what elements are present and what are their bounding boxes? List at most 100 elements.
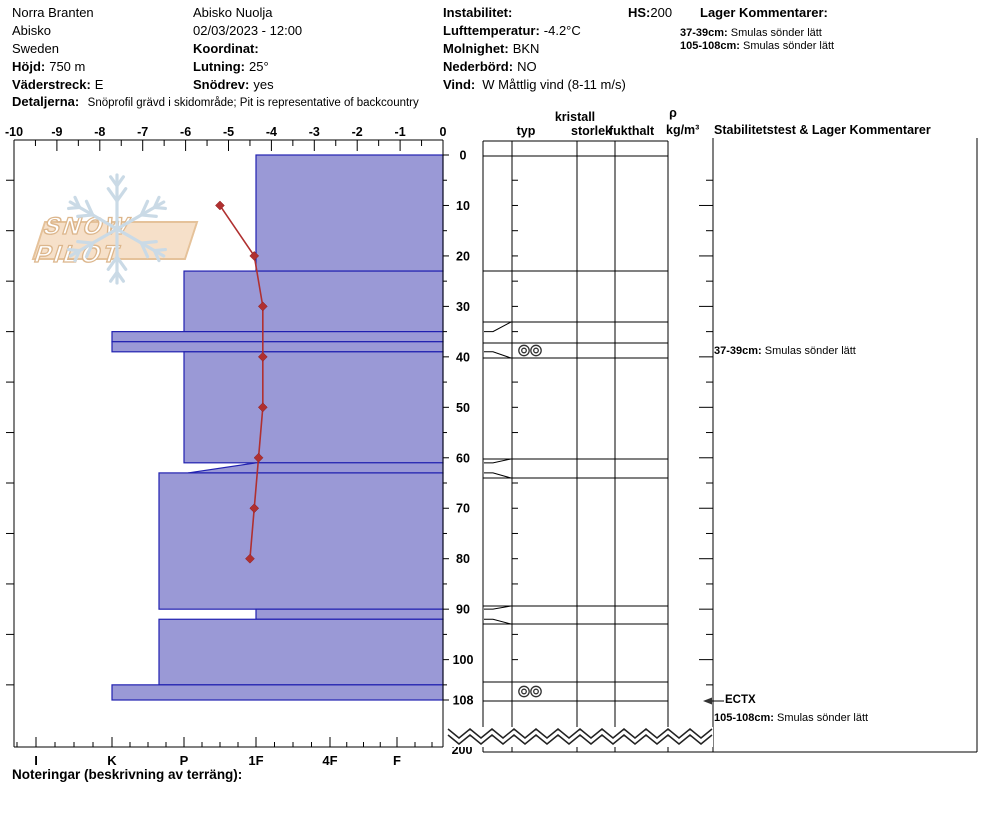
notes-label: Noteringar (beskrivning av terräng): bbox=[12, 767, 243, 782]
chart-layer-comment-2: 105-108cm: Smulas sönder lätt bbox=[714, 711, 868, 726]
snowflake-icon bbox=[152, 195, 161, 209]
hardness-tick-label: 1F bbox=[248, 753, 263, 768]
snowflake-icon bbox=[115, 270, 125, 283]
snowflake-icon bbox=[152, 247, 167, 253]
hardness-tick-label: 4F bbox=[322, 753, 337, 768]
snow-height-label: HS: bbox=[628, 5, 651, 20]
slope-value: 25° bbox=[248, 59, 269, 74]
temperature-point bbox=[257, 351, 268, 362]
snowflake-icon bbox=[84, 241, 95, 259]
hardness-tick-label: P bbox=[180, 753, 189, 768]
temperature-point bbox=[257, 402, 268, 413]
col-header-crystal: kristall bbox=[554, 110, 596, 124]
aspect-label: Väderstreck: bbox=[12, 77, 91, 92]
comment-range: 105-108cm: bbox=[714, 712, 774, 724]
depth-tick-label: 30 bbox=[456, 300, 470, 314]
scale-break-zigzag bbox=[447, 734, 713, 745]
snowflake-icon bbox=[73, 195, 82, 209]
scale-break-mask bbox=[448, 727, 713, 747]
comment-range: 37-39cm: bbox=[680, 27, 728, 39]
snowflake-icon bbox=[139, 241, 150, 259]
snowflake-icon bbox=[106, 187, 119, 203]
layer-boundary-connector bbox=[484, 472, 512, 479]
snowflake-icon bbox=[115, 187, 128, 203]
blowing-snow-label: Snödrev: bbox=[193, 77, 250, 92]
scale-break-zigzag bbox=[447, 728, 713, 739]
site-name: Norra Branten bbox=[12, 5, 94, 20]
chart-layer-comment-1: 37-39cm: Smulas sönder lätt bbox=[714, 344, 856, 359]
details-label: Detaljerna: bbox=[12, 94, 80, 109]
layer-bar bbox=[255, 608, 444, 620]
depth-tick-label: 60 bbox=[456, 451, 470, 465]
test-arrow-head bbox=[703, 697, 712, 705]
temperature-point bbox=[257, 301, 268, 312]
depth-tick-label: 0 bbox=[460, 149, 467, 163]
aspect-value: E bbox=[94, 77, 104, 92]
layer-bar bbox=[183, 351, 444, 464]
layer-bar bbox=[111, 684, 444, 701]
temperature-point bbox=[245, 553, 255, 564]
snowflake-icon bbox=[73, 249, 82, 263]
col-header-stability-comments: Stabilitetstest & Lager Kommentarer bbox=[714, 123, 931, 137]
layer-bar bbox=[111, 331, 444, 343]
temp-tick-label: -5 bbox=[223, 125, 234, 139]
snowflake-icon bbox=[67, 205, 82, 211]
blowing-snow-value: yes bbox=[253, 77, 274, 92]
snowflake-icon bbox=[139, 239, 158, 245]
grain-type-icon bbox=[533, 347, 539, 354]
wind-row: Vind: W Måttlig vind (8-11 m/s) bbox=[443, 76, 626, 94]
hardness-tick-label: K bbox=[107, 753, 117, 768]
depth-tick-label: 90 bbox=[456, 603, 470, 617]
temp-tick-label: -10 bbox=[5, 125, 23, 139]
col-header-density-symbol: ρ bbox=[669, 106, 677, 120]
depth-tick-label: 100 bbox=[453, 653, 474, 667]
sky-cover-row: Molnighet: BKN bbox=[443, 40, 539, 58]
col-header-grain-type: typ bbox=[516, 124, 536, 138]
snowflake-icon bbox=[67, 247, 82, 253]
snowflake-icon bbox=[76, 213, 95, 219]
air-temp-label: Lufttemperatur: bbox=[443, 23, 540, 38]
layer-bar bbox=[111, 341, 444, 353]
layer-bar bbox=[183, 270, 444, 333]
coordinate-row: Koordinat: bbox=[193, 40, 263, 58]
temp-tick-label: -9 bbox=[51, 125, 62, 139]
snowflake-icon bbox=[152, 249, 161, 263]
depth-tick-label: 70 bbox=[456, 502, 470, 516]
precip-row: Nederbörd: NO bbox=[443, 58, 537, 76]
snowflake-icon bbox=[84, 199, 95, 217]
grain-type-icon bbox=[521, 688, 527, 695]
comment-range: 105-108cm: bbox=[680, 40, 740, 52]
blowing-snow-row: Snödrev: yes bbox=[193, 76, 274, 94]
depth-tick-label: 108 bbox=[453, 694, 474, 708]
date-time: 02/03/2023 - 12:00 bbox=[193, 23, 303, 38]
temp-tick-label: -7 bbox=[137, 125, 148, 139]
snowflake-icon bbox=[109, 270, 119, 283]
observer-name: Abisko Nuolja bbox=[193, 5, 273, 20]
comment-text: Smulas sönder lätt bbox=[730, 27, 822, 39]
air-temp-value: -4.2°C bbox=[543, 23, 581, 38]
snowflake-icon bbox=[115, 175, 125, 188]
precip-label: Nederbörd: bbox=[443, 59, 514, 74]
instability-label: Instabilitet: bbox=[443, 5, 513, 20]
temp-tick-label: -3 bbox=[309, 125, 320, 139]
layer-comments-header: Lager Kommentarer: bbox=[700, 5, 828, 20]
temp-tick-label: -1 bbox=[395, 125, 406, 139]
depth-tick-label: 10 bbox=[456, 199, 470, 213]
snowflake-icon bbox=[106, 255, 119, 271]
layer-bar bbox=[158, 472, 444, 610]
temp-tick-label: 0 bbox=[440, 125, 447, 139]
snowflake-icon bbox=[139, 199, 150, 217]
aspect-row: Väderstreck: E bbox=[12, 76, 103, 94]
col-header-grain-size: storlek bbox=[571, 124, 612, 138]
elevation-label: Höjd: bbox=[12, 59, 46, 74]
layer-bar bbox=[255, 154, 444, 272]
hardness-tick-label: F bbox=[393, 753, 401, 768]
layer-boundary-connector bbox=[484, 605, 512, 610]
snowflake-icon bbox=[76, 239, 95, 245]
precip-value: NO bbox=[517, 59, 537, 74]
area-name: Abisko bbox=[12, 23, 52, 38]
depth-tick-label: 40 bbox=[456, 350, 470, 364]
grain-type-icon bbox=[533, 688, 539, 695]
wind-label: Vind: bbox=[443, 77, 476, 92]
country-name: Sweden bbox=[12, 41, 59, 56]
